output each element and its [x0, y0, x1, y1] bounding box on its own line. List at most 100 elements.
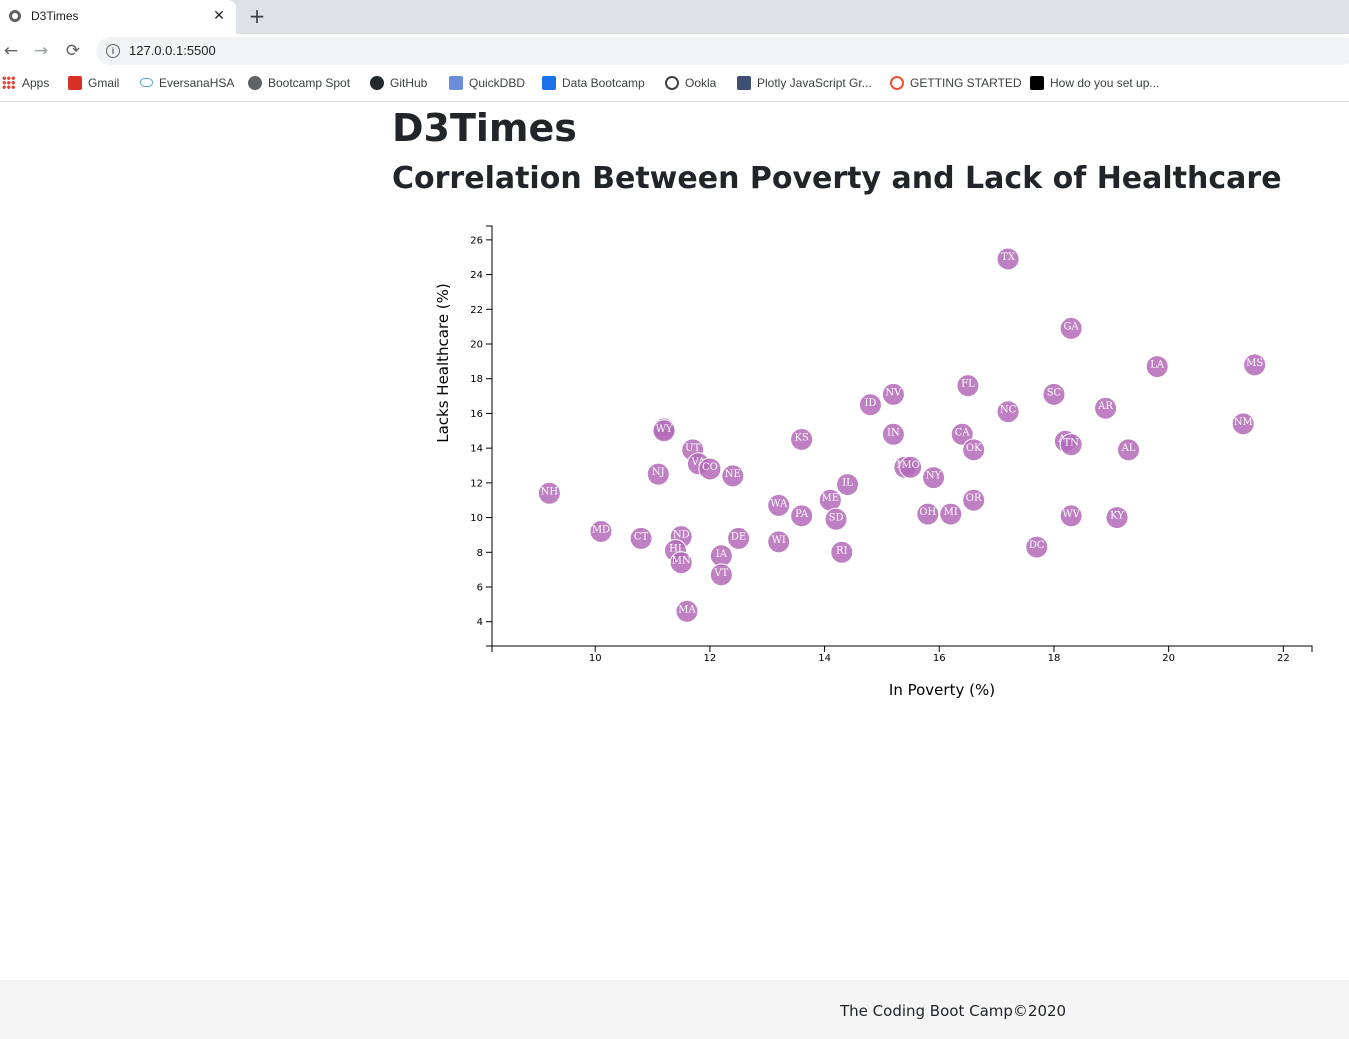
data-point	[922, 466, 946, 490]
bookmark-item[interactable]: GETTING STARTED	[890, 76, 1022, 92]
bookmark-item[interactable]: Plotly JavaScript Gr...	[737, 76, 872, 92]
data-point	[950, 422, 974, 446]
data-point-label: MA	[678, 604, 696, 615]
data-point	[767, 493, 791, 517]
data-point-label: KS	[794, 432, 808, 443]
data-point	[858, 393, 882, 417]
data-point-label: OH	[919, 507, 936, 518]
data-point-label: SC	[1047, 387, 1062, 398]
y-tick-label: 20	[470, 340, 483, 351]
data-point-label: HI	[669, 544, 682, 555]
bookmarks-bar: Apps Gmail EversanaHSA Bootcamp Spot GitHub Q…	[0, 68, 1349, 102]
x-tick-label: 18	[1048, 653, 1061, 664]
data-point-label: WA	[770, 498, 788, 509]
data-point-label: ND	[673, 530, 690, 541]
data-point	[899, 455, 923, 479]
data-point-label: AL	[1121, 443, 1136, 454]
data-point-label: VA	[691, 457, 707, 468]
data-point	[646, 462, 670, 486]
data-point-label: VT	[713, 568, 728, 579]
data-point-label: TN	[1063, 438, 1079, 449]
data-point-label: NH	[541, 486, 559, 497]
x-tick-label: 12	[704, 653, 717, 664]
data-point	[767, 530, 791, 554]
data-point	[881, 422, 905, 446]
bookmark-item[interactable]: Apps	[2, 76, 49, 92]
url-text[interactable]: 127.0.0.1:5500	[129, 43, 216, 58]
data-point-label: OR	[966, 493, 982, 504]
bookmark-item[interactable]: EversanaHSA	[140, 76, 234, 92]
speedometer-icon	[665, 76, 679, 90]
y-tick-label: 16	[470, 409, 483, 420]
y-tick-label: 22	[470, 305, 483, 316]
bookmark-item[interactable]: How do you set up...	[1030, 76, 1159, 92]
data-point	[830, 540, 854, 564]
data-point-label: IL	[842, 478, 853, 489]
data-point	[1145, 355, 1169, 379]
data-point	[916, 502, 940, 526]
bookmark-item[interactable]: GitHub	[370, 76, 427, 92]
data-point	[1105, 506, 1129, 530]
data-point	[1059, 433, 1083, 457]
bookmark-label: Data Bootcamp	[562, 76, 645, 90]
x-axis-label: In Poverty (%)	[889, 681, 995, 699]
data-point	[652, 419, 676, 443]
data-point-label: FL	[961, 379, 975, 390]
data-point	[675, 599, 699, 623]
data-point-label: OK	[966, 443, 982, 454]
y-tick-label: 10	[470, 513, 483, 524]
data-point	[1059, 504, 1083, 528]
bookmark-label: Gmail	[88, 76, 120, 90]
data-point-label: CA	[955, 427, 971, 438]
data-point-label: IA	[716, 549, 728, 560]
data-point	[824, 507, 848, 531]
bookmark-item[interactable]: Data Bootcamp	[542, 76, 645, 92]
x-tick-label: 22	[1277, 653, 1290, 664]
bookmark-item[interactable]: Bootcamp Spot	[248, 76, 350, 92]
back-button[interactable]: ←	[3, 41, 19, 61]
data-point	[1231, 412, 1255, 436]
bookmark-item[interactable]: Ookla	[665, 76, 716, 92]
data-point-label: LA	[1150, 360, 1165, 371]
bookmark-label: GETTING STARTED	[910, 76, 1022, 90]
x-tick-label: 14	[818, 653, 831, 664]
data-point	[589, 519, 613, 543]
address-bar[interactable]: i 127.0.0.1:5500	[96, 37, 1349, 65]
cloud-icon	[140, 78, 153, 87]
bookmark-item[interactable]: Gmail	[68, 76, 119, 92]
forward-button[interactable]: →	[33, 41, 49, 61]
data-point-label: PA	[795, 509, 809, 520]
browser-toolbar: ← → ⟳ i 127.0.0.1:5500	[0, 34, 1349, 68]
y-tick-label: 4	[477, 617, 483, 628]
data-point-label: ID	[864, 398, 876, 409]
close-icon[interactable]: ✕	[213, 8, 225, 24]
data-point-label: NV	[885, 387, 902, 398]
x-tick-label: 16	[933, 653, 946, 664]
plotly-icon	[737, 76, 751, 90]
x-axis-line	[491, 645, 1313, 652]
tab-d3times[interactable]: D3Times ✕	[0, 0, 236, 34]
tab-title: D3Times	[31, 9, 79, 23]
data-point-label: NC	[1000, 405, 1017, 416]
data-point-label: MN	[672, 556, 691, 567]
data-point-label: CT	[634, 531, 649, 542]
data-point	[956, 374, 980, 398]
data-point-label: IN	[887, 427, 900, 438]
footer: The Coding Boot Camp©2020	[0, 980, 1349, 1039]
y-tick-label: 12	[470, 478, 483, 489]
lightning-icon	[449, 76, 463, 90]
data-point-label: NM	[1234, 417, 1253, 428]
info-icon[interactable]: i	[106, 44, 120, 58]
bookmark-label: QuickDBD	[469, 76, 526, 90]
data-point-label: WV	[1062, 509, 1080, 520]
page-subtitle: Correlation Between Poverty and Lack of …	[392, 161, 1282, 196]
new-tab-button[interactable]: +	[248, 4, 266, 28]
bookmark-label: GitHub	[390, 76, 428, 90]
data-point	[1117, 438, 1141, 462]
reload-button[interactable]: ⟳	[65, 41, 81, 61]
y-tick-label: 14	[470, 444, 483, 455]
bookmark-item[interactable]: QuickDBD	[449, 76, 525, 92]
graduation-cap-icon	[542, 76, 556, 90]
data-point	[1059, 316, 1083, 340]
bookmark-label: Ookla	[685, 76, 717, 90]
